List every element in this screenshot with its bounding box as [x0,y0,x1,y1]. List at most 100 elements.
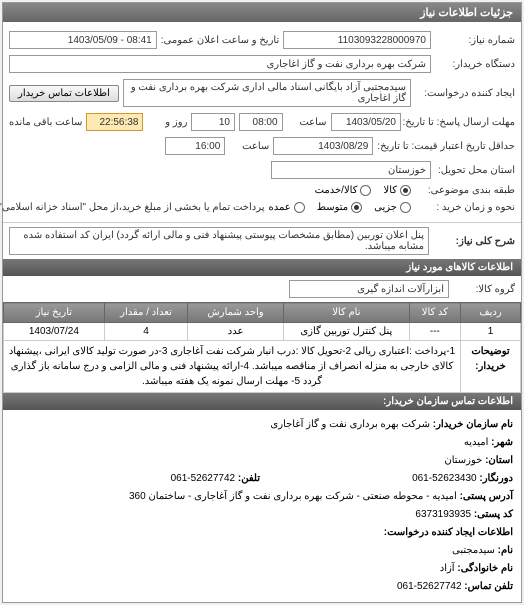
radio-jozi-label: جزیی [374,202,397,213]
form-section: شماره نیاز: 1103093228000970 تاریخ و ساع… [3,22,521,222]
row-creator: ایجاد کننده درخواست: سیدمجتبی آزاد بایگا… [9,76,515,110]
col-date: تاریخ نیاز [4,303,105,323]
desc-label: توضیحات خریدار: [461,341,521,393]
valid-time-field: 16:00 [165,137,225,155]
radio-dot-icon [360,185,371,196]
col-code: کد کالا [409,303,460,323]
payment-note: پرداخت تمام یا بخشی از مبلغ خرید،از محل … [0,202,265,213]
family-value: آزاد [440,563,455,574]
buyer-label: دستگاه خریدار: [435,59,515,70]
addr-label: آدرس پستی: [460,491,513,502]
pub-datetime-field: 08:41 - 1403/05/09 [9,31,157,49]
addr-value: امیدیه - محوطه صنعتی - شرکت بهره برداری … [129,491,457,502]
buyer-field: شرکت بهره برداری نفت و گاز اغاجاری [9,55,431,73]
row-validity: حداقل تاریخ اعتبار قیمت: تا تاریخ: 1403/… [9,134,515,158]
family-label: نام خانوادگی: [457,563,513,574]
contact-province-line: استان: خوزستان [11,452,513,470]
radio-motevaset-label: متوسط [317,202,348,213]
creator-tel-line: تلفن تماس: 52627742-061 [11,578,513,596]
group-label: گروه کالا: [455,284,515,295]
radio-dot-icon [400,202,411,213]
req-no-field: 1103093228000970 [283,31,431,49]
desc-text: 1-پرداخت :اعتباری ریالی 2-تحویل کالا :در… [4,341,461,393]
items-table: ردیف کد کالا نام کالا واحد شمارش تعداد /… [3,302,521,393]
radio-omde-label: عمده [269,202,291,213]
group-row: گروه کالا: ابزارآلات اندازه گیری [3,276,521,302]
details-panel: جزئیات اطلاعات نیاز شماره نیاز: 11030932… [2,2,522,603]
remaining-days-field: 10 [191,113,235,131]
creator-name-line: نام: سیدمجتبی [11,542,513,560]
name-label: نام: [498,545,513,556]
cell-code: --- [409,323,460,341]
cell-date: 1403/07/24 [4,323,105,341]
deliv-addr-label: استان محل تحویل: [435,165,515,176]
radio-dot-icon [351,202,362,213]
city-value: امیدیه [464,437,489,448]
post-label: کد پستی: [474,509,513,520]
contact-city-line: شهر: امیدیه [11,434,513,452]
cell-idx: 1 [461,323,521,341]
name-value: سیدمجتبی [452,545,495,556]
panel-title: جزئیات اطلاعات نیاز [3,3,521,22]
contact-info-button[interactable]: اطلاعات تماس خریدار [9,85,119,102]
pack-label: طبقه بندی موضوعی: [415,185,515,196]
creator-header-line: اطلاعات ایجاد کننده درخواست: [11,524,513,542]
col-unit: واحد شمارش [188,303,284,323]
creator-family-line: نام خانوادگی: آزاد [11,560,513,578]
row-buyer: دستگاه خریدار: شرکت بهره برداری نفت و گا… [9,52,515,76]
days-label: روز و [147,117,187,128]
contact-org-line: نام سازمان خریدار: شرکت بهره برداری نفت … [11,416,513,434]
radio-kala[interactable]: کالا [383,185,411,196]
cell-qty: 4 [104,323,188,341]
req-no-label: شماره نیاز: [435,35,515,46]
cell-unit: عدد [188,323,284,341]
row-size: نحوه و زمان خرید : جزیی متوسط عمده پرداخ… [9,199,515,216]
valid-time-label: ساعت [229,141,269,152]
radio-jozi[interactable]: جزیی [374,202,411,213]
radio-omde[interactable]: عمده [269,202,305,213]
province-label: استان: [485,455,513,466]
full-title-label: شرح کلی نیاز: [435,236,515,247]
org-value: شرکت بهره برداری نفت و گاز آغاجاری [270,419,430,430]
creator-hdr: اطلاعات ایجاد کننده درخواست: [384,527,513,538]
resp-date-field: 1403/05/20 [331,113,401,131]
post-value: 6373193935 [415,509,471,520]
table-desc-row: توضیحات خریدار: 1-پرداخت :اعتباری ریالی … [4,341,521,393]
col-name: نام کالا [283,303,409,323]
col-idx: ردیف [461,303,521,323]
city-label: شهر: [491,437,513,448]
tel-value: 52627742-061 [171,473,236,484]
province-value: خوزستان [444,455,482,466]
row-response-deadline: مهلت ارسال پاسخ: تا تاریخ: 1403/05/20 سا… [9,110,515,134]
fax-label: دورنگار: [479,473,513,484]
table-row: 1 --- پنل کنترل توربین گازی عدد 4 1403/0… [4,323,521,341]
resp-time-label: ساعت [287,117,327,128]
row-req-no: شماره نیاز: 1103093228000970 تاریخ و ساع… [9,28,515,52]
radio-khadamat[interactable]: کالا/خدمت [315,185,372,196]
valid-label: حداقل تاریخ اعتبار قیمت: تا تاریخ: [377,141,515,152]
ctel-value: 52627742-061 [397,581,462,592]
items-header: اطلاعات کالاهای مورد نیاز [3,259,521,276]
contact-section: نام سازمان خریدار: شرکت بهره برداری نفت … [3,410,521,602]
resp-time-field: 08:00 [239,113,283,131]
tel-label: تلفن: [238,473,260,484]
radio-dot-icon [294,202,305,213]
radio-motevaset[interactable]: متوسط [317,202,362,213]
deliv-addr-field: خوزستان [271,161,431,179]
size-radio-group: جزیی متوسط عمده [269,202,412,213]
remaining-label: ساعت باقی مانده [9,117,82,128]
pack-radio-group: کالا کالا/خدمت [315,185,411,196]
col-qty: تعداد / مقدار [104,303,188,323]
resp-deadline-label: مهلت ارسال پاسخ: تا تاریخ: [405,117,515,128]
size-label: نحوه و زمان خرید : [415,202,515,213]
radio-khadamat-label: کالا/خدمت [315,185,358,196]
row-delivery-addr: استان محل تحویل: خوزستان [9,158,515,182]
full-title-row: شرح کلی نیاز: پنل اعلان توربین (مطابق مش… [3,222,521,259]
contact-fax-tel-line: دورنگار: 52623430-061 تلفن: 52627742-061 [11,470,513,488]
contact-addr-line: آدرس پستی: امیدیه - محوطه صنعتی - شرکت ب… [11,488,513,506]
radio-dot-icon [400,185,411,196]
valid-date-field: 1403/08/29 [273,137,373,155]
pub-datetime-label: تاریخ و ساعت اعلان عمومی: [161,35,280,46]
radio-kala-label: کالا [383,185,397,196]
contact-post-line: کد پستی: 6373193935 [11,506,513,524]
